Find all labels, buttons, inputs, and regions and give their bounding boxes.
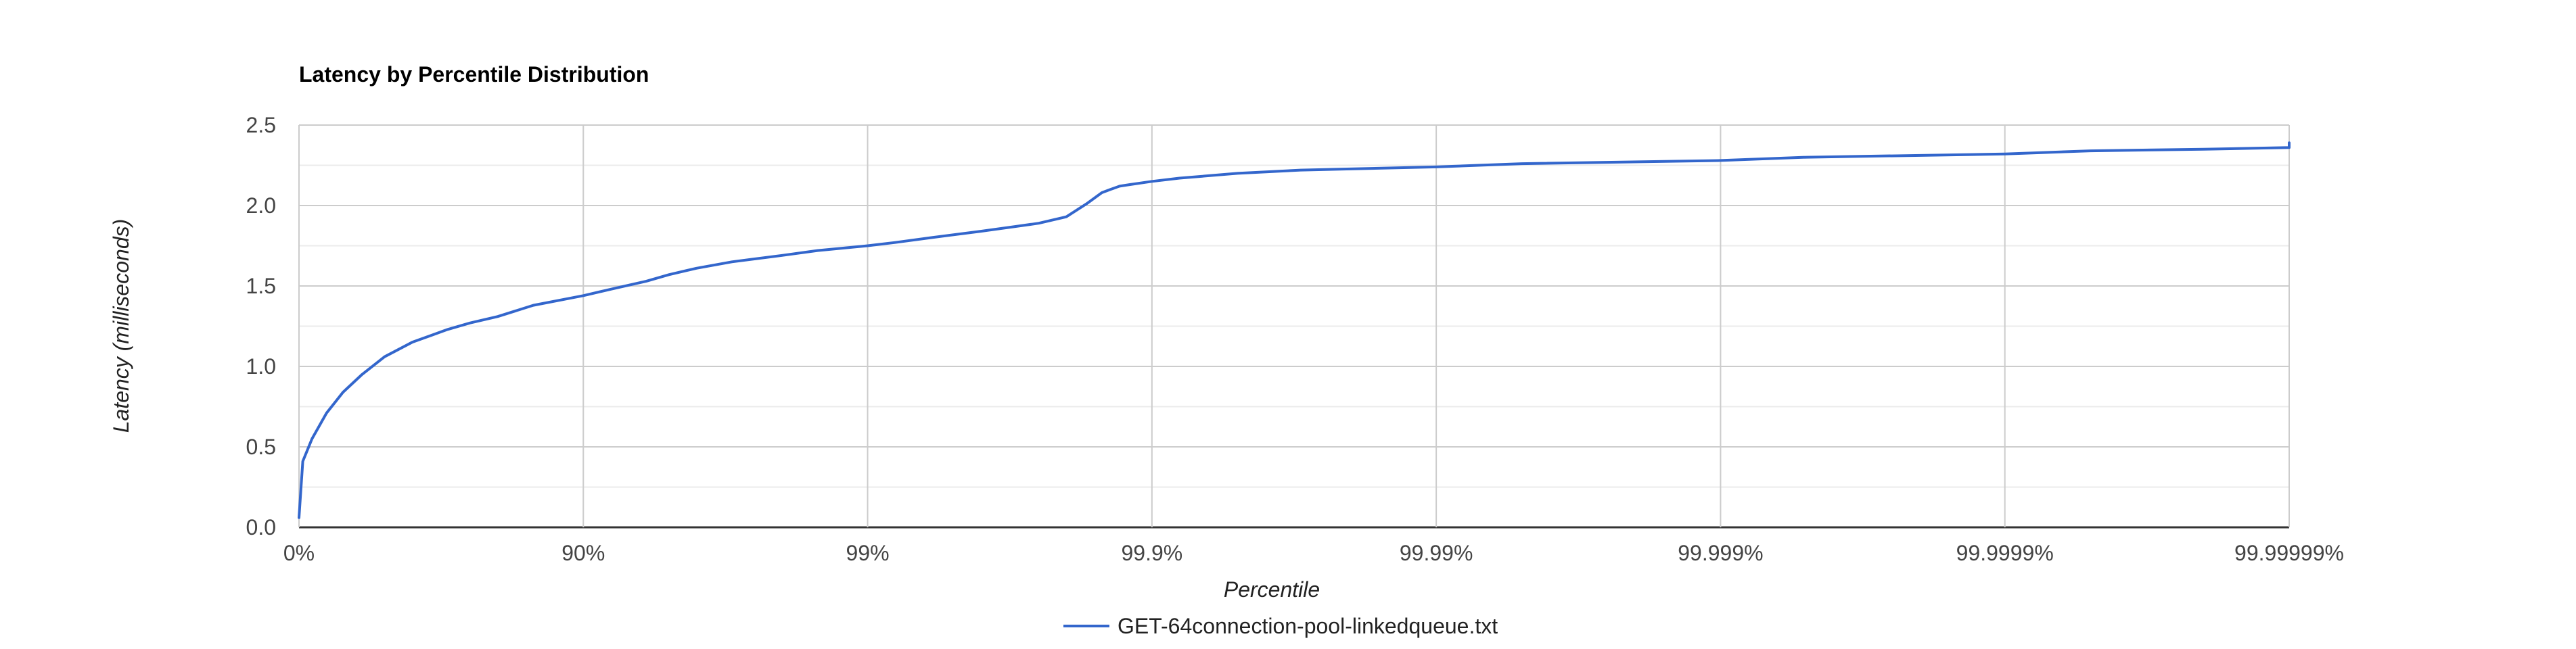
- x-tick-label: 99.999%: [1678, 541, 1763, 565]
- plot-grid: [298, 124, 2290, 529]
- legend-label: GET-64connection-pool-linkedqueue.txt: [1118, 614, 1498, 638]
- y-tick-label: 1.5: [246, 274, 276, 298]
- x-axis-ticks: 0% 90% 99% 99.9% 99.99% 99.999% 99.9999% 99.999…: [283, 541, 2344, 565]
- x-tick-label: 99%: [846, 541, 890, 565]
- y-tick-label: 0.5: [246, 435, 276, 459]
- y-axis-ticks: 0.0 0.5 1.0 1.5 2.0 2.5: [246, 113, 276, 539]
- y-tick-label: 2.0: [246, 193, 276, 218]
- x-tick-label: 0%: [283, 541, 315, 565]
- x-tick-label: 99.99%: [1400, 541, 1473, 565]
- y-tick-label: 2.5: [246, 113, 276, 137]
- y-axis-title: Latency (milliseconds): [109, 219, 133, 433]
- y-tick-label: 1.0: [246, 354, 276, 379]
- x-tick-label: 99.99999%: [2234, 541, 2344, 565]
- legend[interactable]: GET-64connection-pool-linkedqueue.txt: [1063, 614, 1498, 638]
- series-line: [298, 141, 2291, 519]
- x-tick-label: 99.9%: [1121, 541, 1182, 565]
- chart-title: Latency by Percentile Distribution: [299, 62, 649, 87]
- x-tick-label: 99.9999%: [1956, 541, 2054, 565]
- y-tick-label: 0.0: [246, 515, 276, 539]
- x-tick-label: 90%: [561, 541, 605, 565]
- x-axis-title: Percentile: [1224, 577, 1320, 602]
